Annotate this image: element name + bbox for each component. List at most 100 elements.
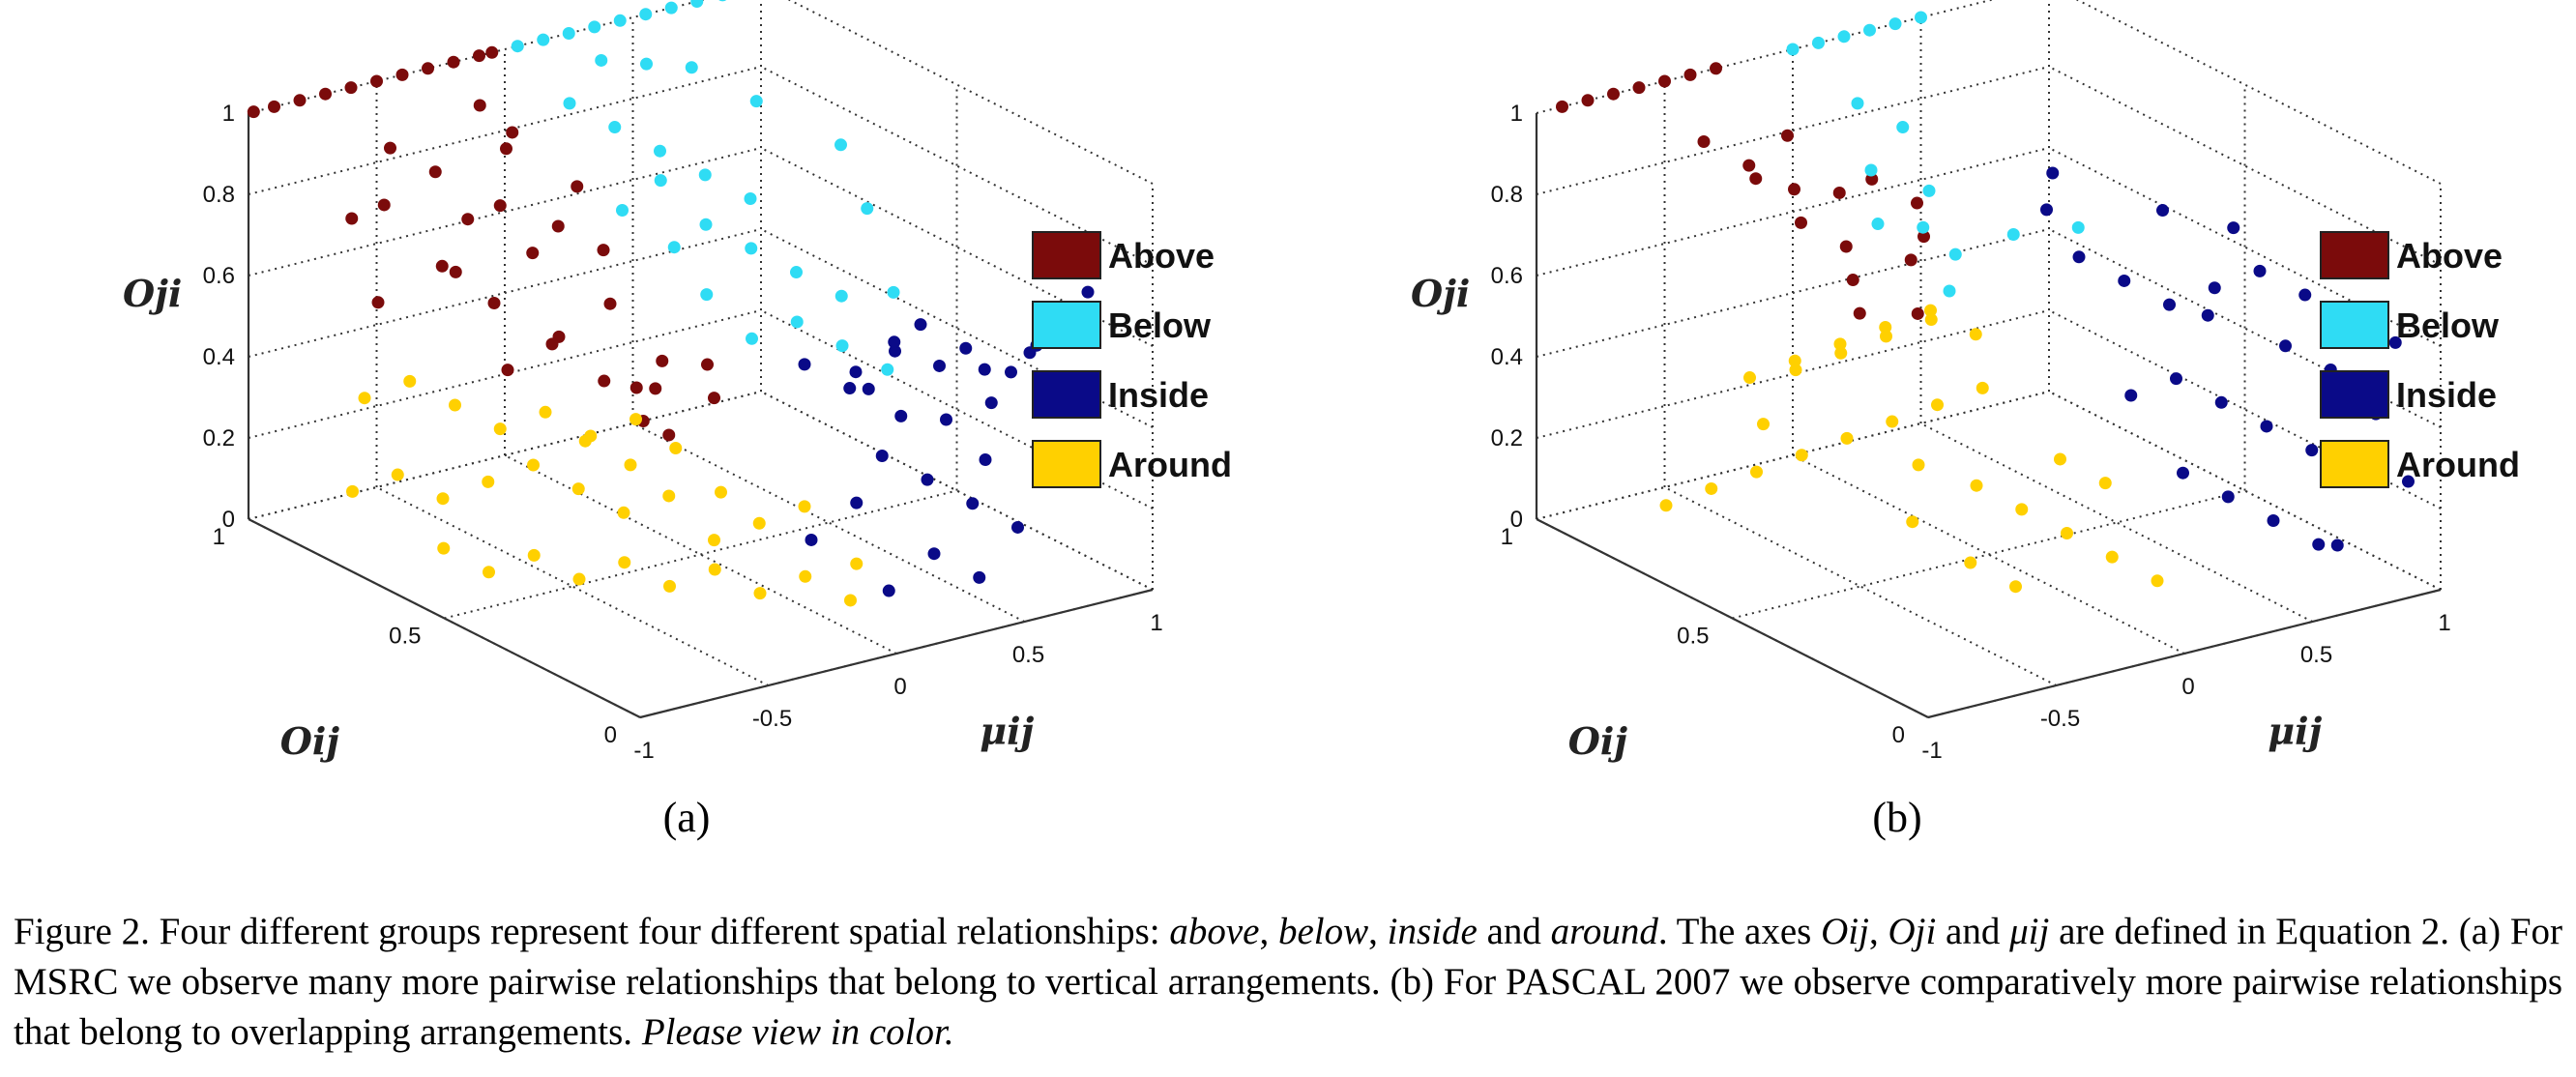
x-axis-line	[639, 588, 1154, 719]
grid-line	[632, 422, 1025, 623]
data-point	[2267, 514, 2280, 527]
caption-text: Figure 2. Four different groups represen…	[14, 907, 2562, 1058]
data-point	[247, 105, 260, 119]
data-point	[940, 413, 952, 426]
data-point	[1742, 159, 1756, 172]
grid-line	[1732, 489, 2245, 620]
grid-line	[2075, 0, 2442, 185]
y-tick-label: 1	[1501, 524, 1513, 550]
data-point	[753, 587, 767, 600]
data-point	[959, 341, 973, 355]
grid-line	[2048, 147, 2442, 347]
grid-line	[1792, 454, 2185, 655]
data-point	[2177, 466, 2189, 480]
grid-line	[376, 486, 769, 686]
caption-segment: above	[1169, 911, 1260, 952]
grid-line	[760, 147, 1154, 347]
data-point	[562, 27, 575, 40]
caption-segment: and	[1477, 911, 1551, 952]
data-point	[487, 297, 501, 309]
series-below	[1786, 11, 2085, 298]
x-tick-label: -1	[1921, 738, 1942, 764]
data-point	[501, 364, 514, 377]
data-point	[1879, 321, 1892, 334]
figure-panel-b: 0 0.2 0.4 0.6 0.8 1 -1 -0.5 0 0.5 1 0 0.5 1 Oji Oij μij A…	[1288, 0, 2576, 793]
legend-swatch-around	[2320, 440, 2389, 488]
data-point	[933, 359, 946, 372]
data-point	[506, 126, 519, 139]
legend-swatch-inside	[1032, 370, 1101, 419]
data-point	[875, 450, 889, 462]
x-axis-label: μij	[980, 710, 1034, 753]
data-point	[545, 337, 559, 351]
legend-label-around: Around	[2396, 445, 2520, 484]
data-point	[1683, 68, 1697, 81]
data-point	[618, 556, 631, 569]
x-tick-label: -0.5	[752, 706, 792, 732]
data-point	[834, 138, 847, 152]
data-point	[1581, 94, 1595, 107]
data-point	[1757, 418, 1770, 431]
data-point	[834, 289, 848, 303]
data-point	[403, 374, 417, 388]
data-point	[2312, 538, 2326, 551]
data-point	[595, 53, 608, 67]
data-point	[1964, 556, 1977, 569]
data-point	[850, 557, 864, 570]
data-point	[861, 202, 874, 216]
legend-swatch-around	[1032, 440, 1101, 488]
data-point	[700, 288, 714, 302]
data-point	[2227, 221, 2240, 235]
data-point	[1781, 129, 1794, 142]
data-point	[669, 442, 683, 454]
grid-line	[1664, 486, 2057, 686]
data-point	[2098, 477, 2112, 490]
data-point	[2163, 298, 2176, 311]
y-axis-line	[248, 518, 641, 718]
data-point	[493, 199, 507, 213]
data-point	[1943, 284, 1956, 298]
data-point	[461, 213, 475, 226]
data-point	[1658, 74, 1671, 88]
x-tick-label: 0	[893, 674, 906, 700]
data-point	[2305, 444, 2319, 457]
y-tick-label: 0.5	[389, 624, 421, 650]
data-point	[2330, 538, 2344, 552]
z-axis-label: Oji	[123, 272, 182, 315]
caption-segment: . The axes	[1657, 911, 1822, 952]
series-around	[1659, 304, 2164, 594]
panel-label-b: (b)	[1872, 794, 1922, 841]
data-point	[1795, 216, 1807, 229]
data-point	[1917, 220, 1930, 234]
data-point	[1911, 306, 1924, 320]
data-point	[1851, 97, 1864, 110]
data-point	[1749, 172, 1763, 186]
data-point	[1911, 196, 1923, 210]
data-point	[629, 381, 643, 394]
grid-line	[760, 391, 1154, 591]
data-point	[395, 68, 409, 81]
data-point	[745, 242, 758, 255]
data-point	[1659, 499, 1673, 512]
data-point	[2118, 274, 2131, 287]
legend-label-below: Below	[1108, 306, 1212, 345]
x-tick-label: -1	[633, 738, 654, 764]
data-point	[749, 95, 763, 108]
data-point	[1789, 364, 1802, 377]
data-point	[1906, 515, 1919, 529]
data-point	[1976, 381, 1989, 394]
data-point	[2071, 220, 2085, 234]
data-point	[752, 516, 766, 530]
data-point	[1632, 81, 1646, 95]
series-above	[1556, 62, 1930, 320]
data-point	[2151, 574, 2164, 588]
data-point	[862, 382, 875, 395]
data-point	[1697, 135, 1711, 148]
data-point	[2253, 264, 2267, 277]
caption-segment: ,	[1259, 911, 1278, 952]
legend-label-below: Below	[2396, 306, 2500, 345]
legend-label-inside: Inside	[2396, 375, 2497, 415]
legend-label-above: Above	[2396, 236, 2503, 276]
x-tick-label: -0.5	[2040, 706, 2080, 732]
